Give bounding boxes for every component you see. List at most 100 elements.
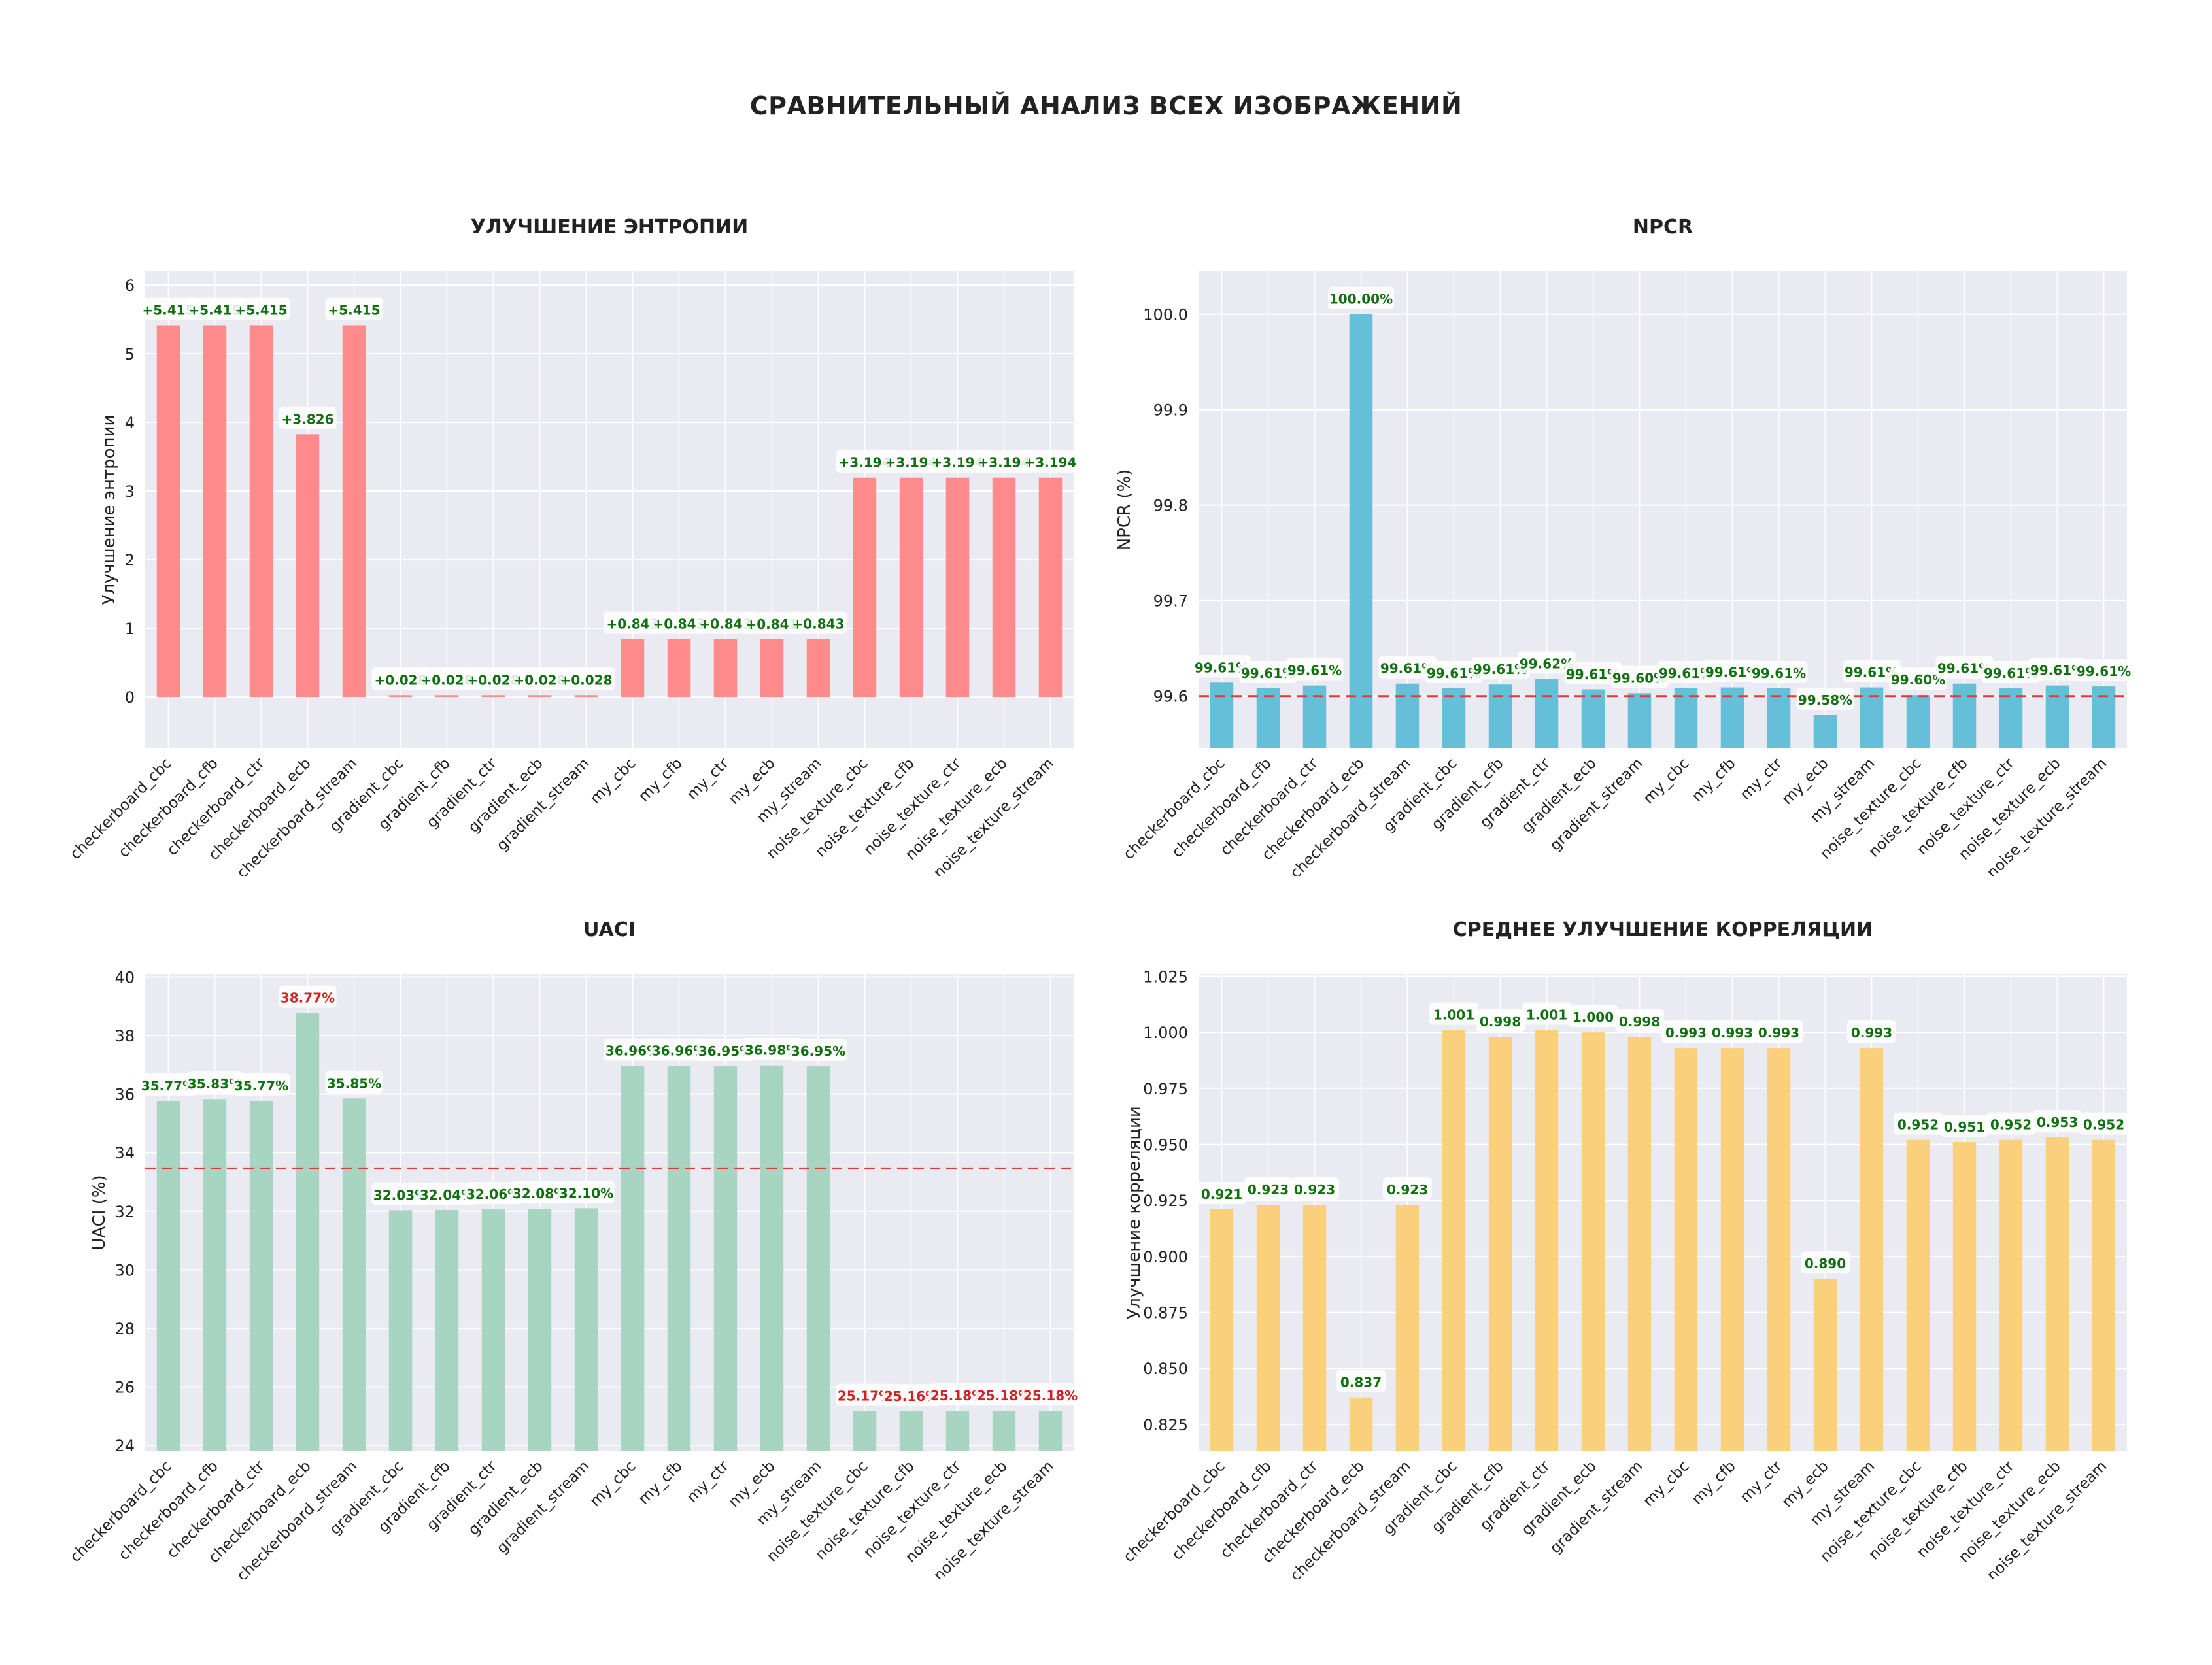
bar bbox=[1210, 1209, 1234, 1451]
data-label-box bbox=[139, 297, 197, 320]
data-label-box bbox=[1239, 661, 1297, 684]
chart-title: NPCR bbox=[1632, 216, 1693, 239]
bar bbox=[249, 1100, 273, 1451]
bar bbox=[1535, 679, 1559, 748]
bars bbox=[1210, 1030, 2116, 1451]
data-label-box bbox=[1708, 1020, 1757, 1043]
bar bbox=[621, 639, 645, 698]
data-label: 0.837 bbox=[1340, 1375, 1382, 1390]
data-label: 99.58% bbox=[1798, 692, 1852, 708]
bar bbox=[945, 477, 970, 698]
data-label: 99.61% bbox=[1287, 663, 1342, 679]
data-label: +0.841 bbox=[745, 616, 798, 632]
data-label: +5.415 bbox=[328, 302, 380, 318]
y-tick-label: 3 bbox=[125, 482, 135, 501]
bar bbox=[1442, 1030, 1466, 1451]
x-axis-ticks: checkerboard_cbccheckerboard_cfbcheckerb… bbox=[1120, 754, 2110, 876]
data-label-box bbox=[789, 611, 847, 634]
data-label-box bbox=[650, 1038, 708, 1061]
bar bbox=[1349, 1397, 1373, 1451]
x-tick-label: my_cfb bbox=[1689, 1458, 1739, 1508]
data-label-box bbox=[1750, 661, 1808, 684]
bar bbox=[1999, 688, 2023, 748]
data-labels: 35.77%35.83%35.77%38.77%35.85%32.03%32.0… bbox=[139, 985, 1080, 1407]
y-tick-label: 99.8 bbox=[1153, 497, 1188, 515]
chart-svg: 0.825 0.850 0.875 0.900 0.925 0.950 0.975 1.000… bbox=[1120, 967, 2128, 1579]
data-label-box bbox=[186, 297, 244, 320]
data-label: +0.843 bbox=[792, 616, 844, 632]
data-label-box bbox=[1518, 651, 1576, 674]
data-label-box bbox=[511, 667, 569, 690]
y-tick-label: 0.900 bbox=[1143, 1248, 1188, 1266]
data-label: +3.194 bbox=[885, 455, 937, 471]
data-label: 0.921 bbox=[1201, 1186, 1242, 1202]
data-label: 0.951 bbox=[1944, 1119, 1985, 1135]
bar bbox=[760, 1065, 784, 1451]
y-tick-label: 5 bbox=[125, 345, 135, 363]
data-label: +5.415 bbox=[235, 302, 287, 318]
bar bbox=[806, 1066, 830, 1451]
bars bbox=[1210, 314, 2116, 748]
bar bbox=[1813, 1279, 1837, 1451]
data-label-box bbox=[975, 1383, 1033, 1406]
data-label-box bbox=[1703, 660, 1761, 682]
data-label-box bbox=[1197, 1181, 1246, 1204]
bar bbox=[2045, 685, 2069, 748]
data-label: 0.998 bbox=[1480, 1014, 1521, 1030]
y-tick-label: 1 bbox=[125, 620, 135, 638]
bar bbox=[1720, 1048, 1744, 1451]
data-label-box bbox=[882, 1384, 940, 1407]
data-label-box bbox=[1378, 656, 1437, 679]
bar bbox=[1488, 684, 1512, 748]
data-label: 25.18% bbox=[1023, 1388, 1078, 1404]
data-label: +0.028 bbox=[513, 672, 566, 688]
bar bbox=[1302, 1205, 1327, 1451]
data-label-box bbox=[557, 667, 615, 690]
data-label-box bbox=[325, 1071, 383, 1094]
data-label: 0.923 bbox=[1387, 1182, 1428, 1198]
bar bbox=[2045, 1137, 2069, 1451]
data-label-box bbox=[1982, 661, 2040, 684]
bar bbox=[342, 1098, 366, 1451]
y-tick-label: 24 bbox=[114, 1437, 135, 1455]
data-label-box bbox=[975, 450, 1033, 473]
data-label-box bbox=[1328, 286, 1394, 309]
data-label: 35.77% bbox=[234, 1078, 288, 1094]
data-label-box bbox=[1476, 1009, 1525, 1032]
y-axis-ticks: 0 1 2 3 4 5 6 bbox=[125, 277, 135, 707]
bar bbox=[1813, 715, 1837, 748]
data-label-box bbox=[2075, 659, 2133, 682]
bar bbox=[1952, 1142, 1977, 1451]
data-label-box bbox=[371, 1183, 430, 1205]
data-label-box bbox=[1610, 665, 1669, 688]
data-label: 38.77% bbox=[281, 990, 335, 1006]
data-label-box bbox=[1290, 1177, 1339, 1200]
bar bbox=[1581, 689, 1605, 748]
y-axis-label: Улучшение корреляции bbox=[1125, 1106, 1144, 1319]
bar bbox=[1038, 1411, 1063, 1451]
data-label-box bbox=[139, 1073, 197, 1096]
bar bbox=[667, 1066, 691, 1451]
x-axis-ticks: checkerboard_cbccheckerboard_cfbcheckerb… bbox=[67, 754, 1057, 876]
chart-svg: 99.6 99.7 99.8 99.9 100.0 NPCR (%) 99.61% 99.61… bbox=[1115, 271, 2133, 876]
bar bbox=[713, 1066, 738, 1451]
y-tick-label: 2 bbox=[125, 551, 135, 569]
y-tick-label: 34 bbox=[114, 1144, 135, 1162]
data-label-box bbox=[836, 450, 894, 473]
data-label-box bbox=[418, 1182, 476, 1205]
x-tick-label: my_cfb bbox=[636, 755, 686, 805]
bar bbox=[1256, 1205, 1280, 1451]
data-label-box bbox=[511, 1181, 569, 1204]
data-label: +0.028 bbox=[467, 672, 519, 688]
data-label-box bbox=[464, 667, 522, 690]
data-labels: 0.921 0.923 0.923 0.837 0.923 1.001 0.998 1.001… bbox=[1197, 1002, 2128, 1392]
bar bbox=[296, 1013, 320, 1451]
data-label-box bbox=[2028, 658, 2086, 681]
data-label-box bbox=[1615, 1009, 1664, 1032]
data-label-box bbox=[1935, 656, 1994, 679]
y-tick-label: 0.850 bbox=[1143, 1360, 1188, 1378]
bar bbox=[435, 1209, 459, 1451]
bar bbox=[388, 1210, 413, 1451]
bar bbox=[1256, 688, 1280, 748]
bar bbox=[481, 695, 505, 698]
